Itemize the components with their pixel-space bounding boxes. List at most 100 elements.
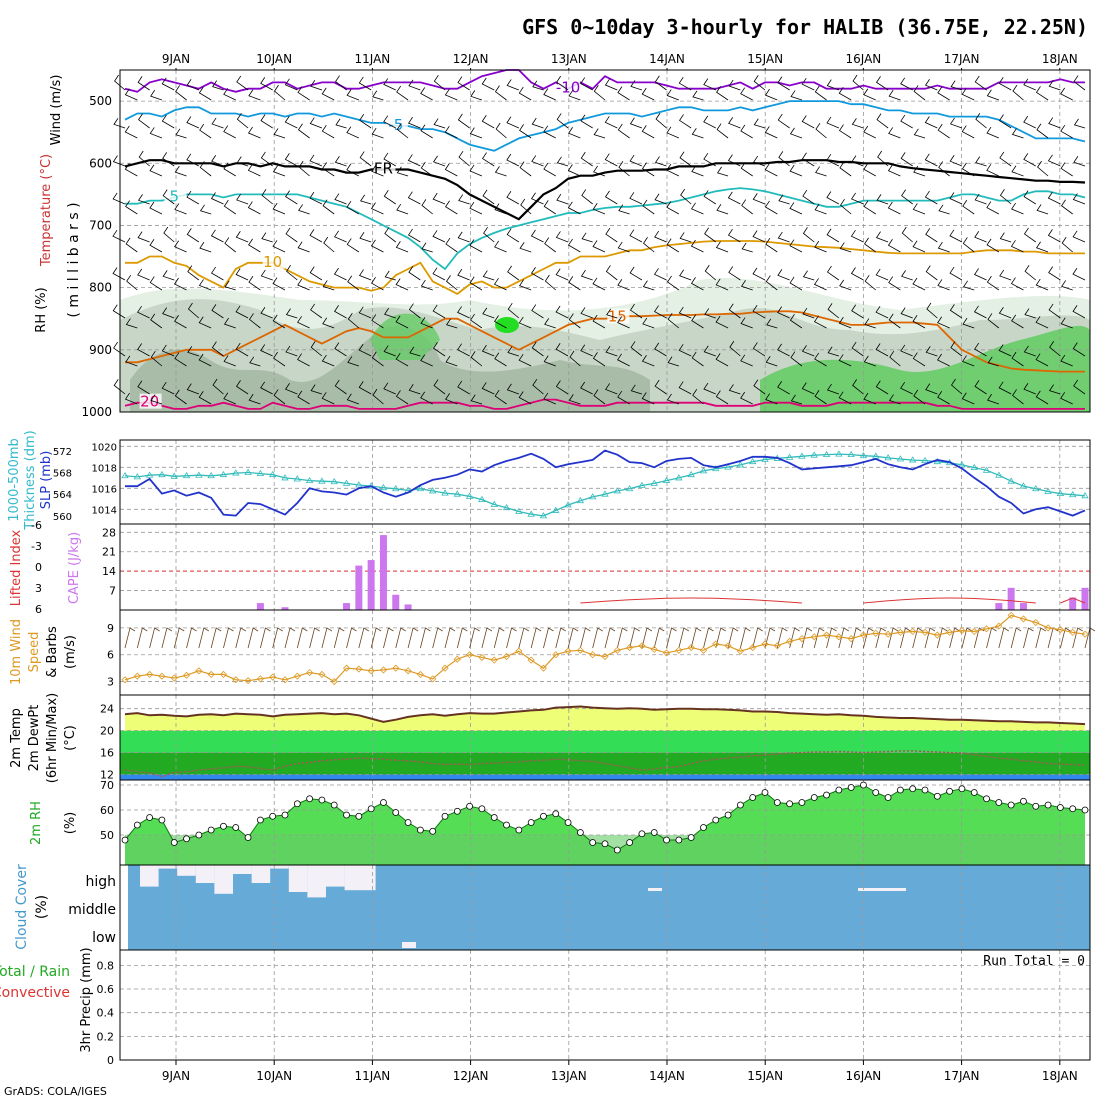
wind-barb	[1023, 383, 1036, 395]
wind-barb	[986, 89, 999, 101]
axis-label-total-rain: Total / Rain	[0, 964, 70, 980]
wind-barb-10m	[690, 627, 702, 649]
contour-label: 15	[608, 307, 627, 325]
wind-barb	[544, 318, 556, 329]
wind-barb	[371, 351, 384, 367]
wind-barb	[371, 165, 384, 177]
wind-barb	[199, 123, 212, 139]
wind-barb	[235, 305, 249, 319]
wind-barb	[137, 268, 150, 281]
wind-barb	[555, 305, 569, 319]
wind-barb	[248, 313, 261, 329]
y-tick-label: 7	[109, 585, 116, 598]
wind-barb	[1073, 75, 1086, 91]
wind-barb	[666, 238, 680, 253]
wind-barb	[949, 266, 963, 281]
wind-barb	[789, 127, 803, 139]
wind-barb	[235, 268, 249, 281]
y-tick-label: 0.2	[97, 1030, 115, 1043]
wind-barb	[113, 379, 126, 395]
wind-barb	[580, 269, 593, 281]
wind-barb	[469, 127, 483, 139]
wind-barb	[641, 355, 655, 367]
wind-barb	[321, 354, 335, 367]
wind-barb	[175, 128, 187, 139]
y-tick-label: 0	[35, 561, 42, 574]
wind-speed-point	[219, 670, 228, 678]
temp-band	[120, 774, 1090, 780]
wind-barb	[458, 194, 470, 205]
wind-barb	[901, 189, 913, 205]
wind-barb	[703, 152, 716, 167]
thickness-point	[1068, 490, 1077, 498]
date-tick-bottom: 15JAN	[747, 1069, 783, 1083]
wind-speed-point	[146, 670, 154, 678]
cloud-gap	[326, 865, 345, 887]
wind-barb-10m	[518, 627, 530, 649]
wind-barb	[987, 313, 1000, 329]
cloud-gap	[140, 865, 159, 887]
thickness-point	[1032, 484, 1040, 492]
rh-point	[158, 816, 166, 824]
thickness-point	[748, 457, 757, 465]
wind-barb	[937, 316, 950, 329]
wind-barb	[247, 164, 261, 177]
wind-barb	[641, 392, 655, 405]
contour-line	[124, 100, 1086, 152]
wind-barb	[1012, 389, 1024, 405]
wind-barb	[728, 117, 741, 129]
rh-point	[1081, 806, 1089, 814]
wind-barb	[629, 303, 643, 319]
wind-barb	[1035, 86, 1049, 101]
wind-barb	[495, 122, 507, 139]
wind-barb	[778, 194, 790, 205]
wind-barb	[864, 318, 876, 329]
wind-barb	[482, 152, 495, 167]
wind-barb	[358, 306, 372, 319]
wind-barb	[949, 155, 963, 167]
wind-barb	[481, 382, 495, 395]
wind-barb	[137, 194, 150, 205]
slp-panel-frame	[119, 439, 1091, 525]
wind-barb-10m	[395, 627, 406, 649]
wind-barb	[629, 154, 643, 167]
wind-barb	[568, 89, 581, 101]
rh-point	[503, 821, 510, 829]
wind-barb	[162, 189, 175, 205]
wind-barb	[358, 269, 372, 281]
wind-barb	[249, 356, 261, 367]
wind-barb	[494, 203, 507, 215]
wind-barb	[286, 265, 298, 281]
wind-barb	[137, 76, 150, 91]
y-tick-label: 3	[35, 582, 42, 595]
wind-barb	[531, 155, 544, 167]
thickness-point	[982, 466, 991, 473]
wind-barb	[174, 352, 187, 367]
wind-barb	[961, 162, 975, 177]
cape-bar	[404, 604, 412, 610]
wind-barb-10m	[247, 627, 259, 649]
wind-barb	[961, 88, 975, 101]
wind-barb	[654, 75, 667, 91]
wind-barb	[260, 114, 273, 129]
y-tick-label: 20	[100, 725, 114, 738]
rh-point	[564, 819, 572, 826]
wind-speed-point	[1069, 628, 1077, 636]
wind-speed-point	[995, 622, 1003, 630]
wind-barb-10m	[321, 627, 333, 649]
wind-barb	[1037, 160, 1049, 177]
wind-barb	[261, 189, 273, 205]
y-tick-label: -6	[31, 519, 42, 532]
wind-barb-10m	[296, 627, 308, 649]
date-tick-top: 13JAN	[551, 52, 587, 66]
wind-barb	[653, 305, 667, 319]
wind-barb	[494, 240, 507, 253]
thickness-point	[195, 471, 203, 478]
wind-barb	[137, 380, 150, 395]
wind-barb	[962, 237, 975, 253]
cloud-gap	[233, 865, 252, 874]
y-tick-label: 12	[100, 769, 114, 782]
wind-barb	[457, 113, 470, 129]
wind-barb	[962, 317, 975, 329]
wind-barb	[224, 237, 237, 253]
